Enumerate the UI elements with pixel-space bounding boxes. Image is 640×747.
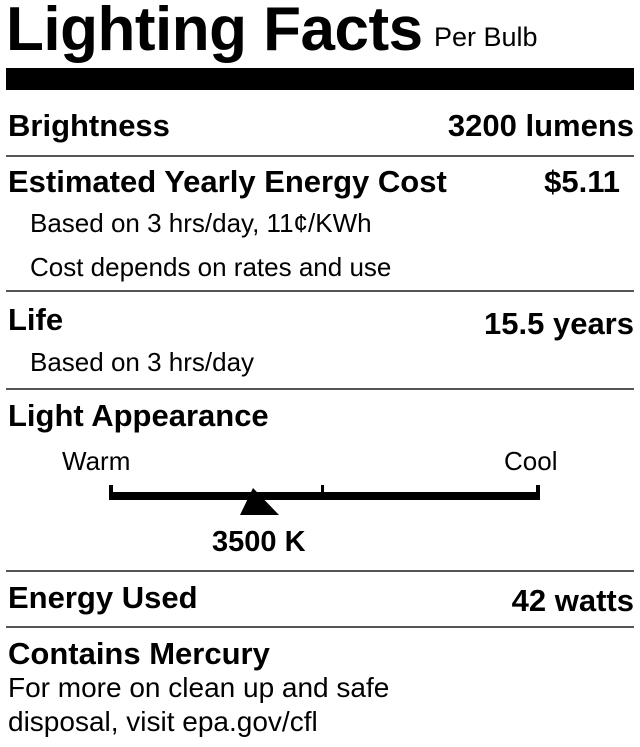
energy-value: 42 watts bbox=[511, 583, 634, 618]
life-label: Life bbox=[8, 302, 64, 337]
divider bbox=[6, 626, 634, 628]
appearance-value: 3500 K bbox=[212, 526, 306, 558]
divider bbox=[6, 155, 634, 157]
brightness-value: 3200 lumens bbox=[447, 108, 634, 143]
cost-note-1: Based on 3 hrs/day, 11¢/KWh bbox=[30, 208, 372, 238]
mercury-line-1: For more on clean up and safe bbox=[8, 672, 390, 703]
label-title: Lighting Facts bbox=[6, 0, 423, 64]
appearance-label: Light Appearance bbox=[8, 398, 269, 433]
scale-tick-middle bbox=[321, 485, 324, 500]
energy-label: Energy Used bbox=[8, 580, 198, 615]
cost-value: $5.11 bbox=[544, 164, 620, 199]
temperature-marker-icon bbox=[240, 488, 279, 515]
divider bbox=[6, 388, 634, 390]
warm-label: Warm bbox=[62, 446, 131, 476]
life-value: 15.5 years bbox=[484, 306, 634, 341]
scale-bar bbox=[109, 492, 540, 500]
scale-tick-right bbox=[536, 485, 540, 500]
mercury-label: Contains Mercury bbox=[8, 636, 270, 671]
scale-tick-left bbox=[109, 485, 113, 500]
cost-note-2: Cost depends on rates and use bbox=[30, 252, 392, 282]
mercury-line-2: disposal, visit epa.gov/cfl bbox=[8, 706, 318, 737]
label-subtitle: Per Bulb bbox=[434, 22, 538, 52]
header-bar bbox=[6, 68, 634, 90]
divider bbox=[6, 290, 634, 292]
life-note: Based on 3 hrs/day bbox=[30, 347, 255, 377]
brightness-label: Brightness bbox=[8, 108, 170, 143]
color-temperature-scale bbox=[109, 485, 540, 515]
cost-label: Estimated Yearly Energy Cost bbox=[8, 164, 447, 199]
divider bbox=[6, 570, 634, 572]
cool-label: Cool bbox=[504, 446, 558, 476]
